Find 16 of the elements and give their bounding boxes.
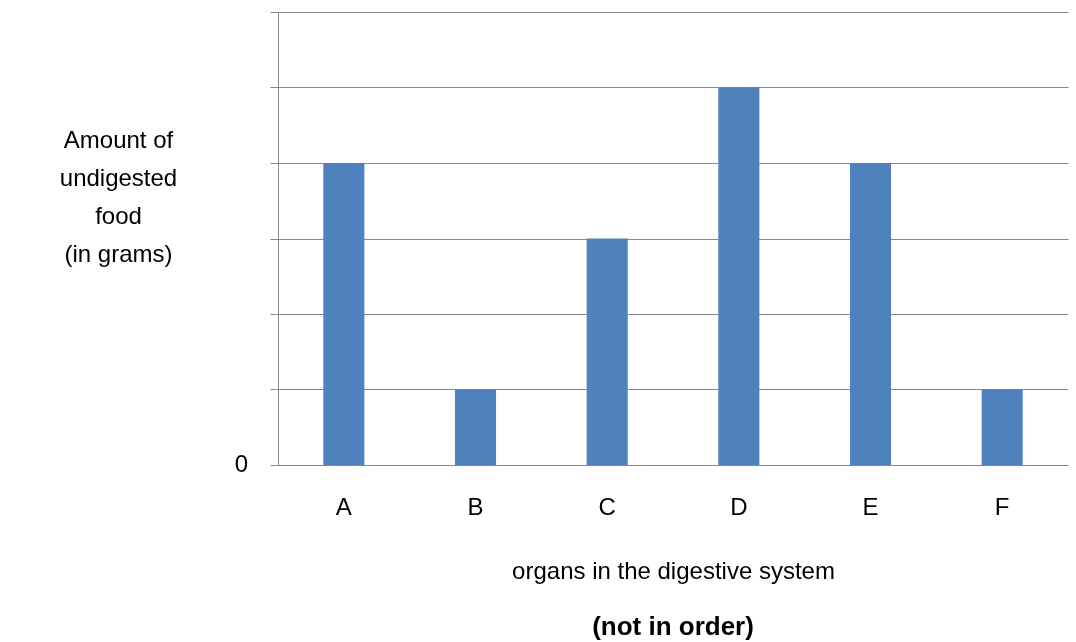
x-tick-label: E [862, 492, 879, 520]
text: (not in order) [592, 611, 754, 641]
bar [849, 163, 892, 465]
bar [981, 389, 1023, 465]
bar [323, 163, 365, 465]
x-tick-label: D [730, 492, 748, 520]
x-tick-label: C [598, 492, 616, 520]
bar [586, 238, 628, 465]
bar [454, 389, 497, 465]
text: 0 [234, 450, 248, 477]
x-axis-title: organs in the digestive system [512, 556, 835, 584]
x-tick-label: F [994, 492, 1010, 520]
x-tick-label: B [467, 492, 484, 520]
y-axis-title: Amount of undigested food (in grams) [59, 126, 178, 267]
bar [718, 87, 760, 465]
x-tick-label: A [335, 492, 352, 520]
